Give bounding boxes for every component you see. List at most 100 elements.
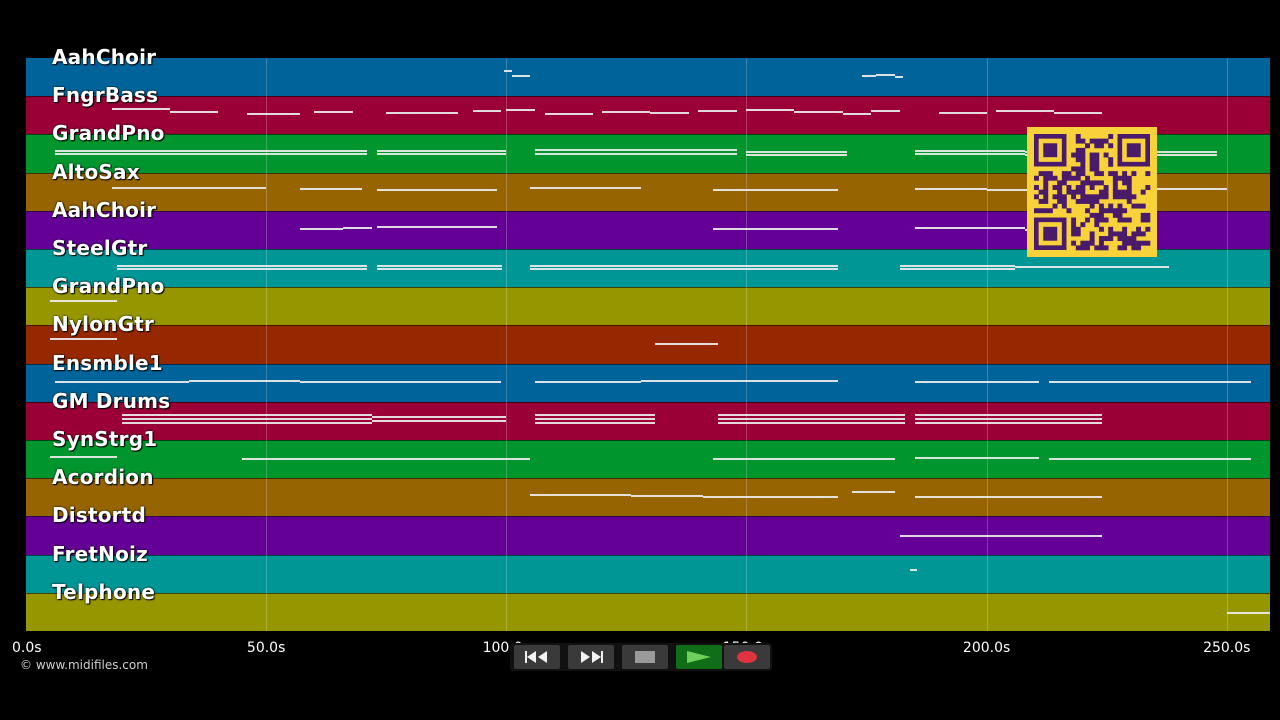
stop-button[interactable] bbox=[622, 645, 668, 669]
midi-note bbox=[503, 70, 513, 73]
midi-note bbox=[50, 300, 118, 303]
midi-note bbox=[386, 112, 459, 115]
midi-note bbox=[535, 152, 737, 155]
midi-note bbox=[914, 152, 1026, 155]
midi-note bbox=[122, 421, 372, 424]
track-lane[interactable] bbox=[26, 325, 1270, 365]
fast-forward-button[interactable] bbox=[568, 645, 614, 669]
play-button[interactable] bbox=[676, 645, 722, 669]
time-gridline bbox=[986, 58, 988, 631]
midi-note bbox=[717, 413, 905, 416]
midi-note bbox=[112, 186, 267, 189]
midi-note bbox=[1053, 112, 1102, 115]
track-label: AahChoir bbox=[52, 197, 157, 222]
midi-note bbox=[530, 494, 632, 497]
lane-separator bbox=[26, 478, 1270, 480]
midi-note bbox=[602, 111, 651, 114]
track-lane[interactable] bbox=[26, 363, 1270, 403]
midi-note bbox=[650, 112, 689, 115]
midi-note bbox=[122, 417, 372, 420]
midi-note bbox=[371, 419, 507, 422]
midi-note bbox=[1049, 380, 1251, 383]
track-lane[interactable] bbox=[26, 287, 1270, 326]
midi-note bbox=[895, 76, 903, 79]
midi-note bbox=[938, 112, 987, 115]
time-gridline bbox=[266, 58, 268, 631]
midi-note bbox=[371, 415, 507, 418]
lane-separator bbox=[26, 363, 1270, 365]
track-label: FngrBass bbox=[52, 83, 159, 108]
midi-note bbox=[871, 110, 901, 113]
track-lane[interactable] bbox=[26, 401, 1270, 441]
midi-note bbox=[746, 153, 848, 156]
midi-note bbox=[170, 111, 219, 114]
fast-forward-icon bbox=[581, 651, 603, 663]
rewind-button[interactable] bbox=[514, 645, 560, 669]
midi-note bbox=[852, 491, 896, 494]
midi-note bbox=[122, 413, 372, 416]
midi-note bbox=[246, 113, 300, 116]
track-label: Ensmble1 bbox=[52, 350, 163, 375]
track-lane[interactable] bbox=[26, 592, 1270, 632]
midi-note bbox=[640, 379, 838, 382]
midi-note bbox=[314, 111, 353, 114]
qr-code-icon bbox=[1034, 134, 1151, 251]
midi-note bbox=[376, 188, 497, 191]
midi-note bbox=[861, 75, 877, 78]
midi-note bbox=[376, 268, 502, 271]
midi-note bbox=[544, 113, 593, 116]
transport-controls bbox=[510, 643, 772, 671]
midi-note bbox=[117, 268, 367, 271]
midi-note bbox=[535, 417, 656, 420]
time-gridline bbox=[506, 58, 508, 631]
midi-note bbox=[50, 337, 118, 340]
lane-separator bbox=[26, 440, 1270, 441]
midi-note bbox=[900, 268, 1016, 271]
midi-note bbox=[914, 187, 987, 190]
midi-note bbox=[655, 342, 718, 345]
rewind-icon bbox=[525, 651, 547, 663]
midi-note bbox=[996, 110, 1054, 113]
midi-note bbox=[794, 111, 843, 114]
midi-note bbox=[712, 188, 838, 191]
midi-note bbox=[842, 113, 872, 116]
record-button[interactable] bbox=[724, 645, 770, 669]
lane-separator bbox=[26, 134, 1270, 136]
midi-note bbox=[535, 380, 641, 383]
midi-note bbox=[535, 421, 656, 424]
track-label: GrandPno bbox=[52, 274, 165, 299]
track-label: Telphone bbox=[52, 579, 156, 604]
midi-note bbox=[530, 268, 838, 271]
midi-note bbox=[530, 186, 641, 189]
track-label: SynStrg1 bbox=[52, 427, 158, 451]
track-lane[interactable] bbox=[26, 554, 1270, 594]
midi-note bbox=[631, 495, 704, 498]
midi-note bbox=[1015, 266, 1170, 269]
midi-note bbox=[717, 421, 905, 424]
track-label: NylonGtr bbox=[52, 312, 155, 337]
midi-note bbox=[914, 226, 1026, 229]
track-label: GM Drums bbox=[52, 388, 171, 413]
midi-note bbox=[703, 496, 838, 499]
midi-note bbox=[117, 265, 367, 268]
midi-note bbox=[50, 456, 118, 459]
lane-separator bbox=[26, 96, 1270, 98]
lane-separator bbox=[26, 325, 1270, 327]
midi-note bbox=[189, 379, 300, 382]
midi-note bbox=[242, 458, 531, 461]
midi-note bbox=[914, 413, 1102, 416]
track-lane[interactable] bbox=[26, 58, 1270, 97]
midi-note bbox=[1226, 611, 1270, 614]
midi-note bbox=[914, 149, 1026, 152]
midi-note bbox=[1092, 187, 1227, 190]
record-icon bbox=[737, 651, 757, 663]
midi-note bbox=[54, 149, 367, 152]
time-tick-label: 200.0s bbox=[962, 640, 1011, 656]
midi-note bbox=[530, 265, 838, 268]
stop-icon bbox=[635, 651, 655, 663]
midi-note bbox=[914, 421, 1102, 424]
midi-note bbox=[54, 152, 367, 155]
midi-note bbox=[712, 227, 838, 230]
time-gridline bbox=[746, 58, 748, 631]
midi-note bbox=[900, 534, 1102, 537]
